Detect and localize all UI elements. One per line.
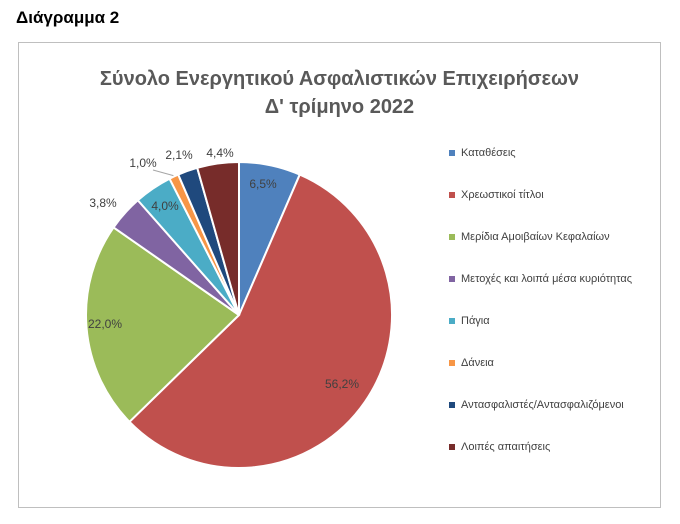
legend-label: Πάγια: [461, 315, 490, 328]
legend-swatch: [449, 444, 455, 451]
legend-swatch: [449, 234, 455, 241]
legend-item: Καταθέσεις: [449, 147, 516, 159]
pie-slice: [128, 173, 393, 470]
data-label: 6,5%: [249, 177, 277, 191]
legend-label: Χρεωστικοί τίτλοι: [461, 189, 544, 202]
legend-swatch: [449, 276, 455, 283]
legend-item: Μετοχές και λοιπά μέσα κυριότητας: [449, 273, 632, 285]
legend-label: Λοιπές απαιτήσεις: [461, 441, 551, 454]
legend-item: Δάνεια: [449, 357, 494, 369]
pie-slice: [85, 226, 241, 424]
legend-label: Δάνεια: [461, 357, 494, 370]
data-label: 4,4%: [206, 146, 234, 160]
legend-swatch: [449, 150, 455, 157]
data-label: 3,8%: [89, 196, 117, 210]
leader-line: [152, 169, 174, 177]
legend-swatch: [449, 192, 455, 199]
legend-label: Αντασφαλιστές/Αντασφαλιζόμενοι: [461, 399, 624, 412]
legend-item: Μερίδια Αμοιβαίων Κεφαλαίων: [449, 231, 610, 243]
legend-item: Χρεωστικοί τίτλοι: [449, 189, 544, 201]
data-label: 1,0%: [129, 156, 157, 170]
chart-frame: Σύνολο Ενεργητικού Ασφαλιστικών Επιχειρή…: [18, 42, 661, 508]
data-label: 56,2%: [325, 377, 359, 391]
legend-label: Μερίδια Αμοιβαίων Κεφαλαίων: [461, 231, 610, 244]
data-label: 4,0%: [151, 199, 179, 213]
legend-swatch: [449, 318, 455, 325]
legend-label: Μετοχές και λοιπά μέσα κυριότητας: [461, 273, 633, 286]
chart-title: Σύνολο Ενεργητικού Ασφαλιστικών Επιχειρή…: [99, 68, 580, 90]
legend-item: Λοιπές απαιτήσεις: [449, 441, 550, 453]
page-heading: Διάγραμμα 2: [16, 8, 120, 27]
legend-label: Καταθέσεις: [461, 147, 516, 160]
data-label: 22,0%: [88, 317, 122, 331]
data-label: 2,1%: [165, 148, 193, 162]
legend-swatch: [449, 402, 455, 409]
legend-swatch: [449, 360, 455, 367]
pie-slice: [196, 160, 240, 316]
legend-item: Πάγια: [449, 315, 490, 327]
legend-item: Αντασφαλιστές/Αντασφαλιζόμενοι: [449, 399, 624, 411]
pie-chart: 6,5% 56,2% 22,0% 3,8% 4,0% 1,0% 2,1% 4,4%: [85, 146, 393, 470]
chart-subtitle: Δ' τρίμηνο 2022: [264, 96, 415, 118]
